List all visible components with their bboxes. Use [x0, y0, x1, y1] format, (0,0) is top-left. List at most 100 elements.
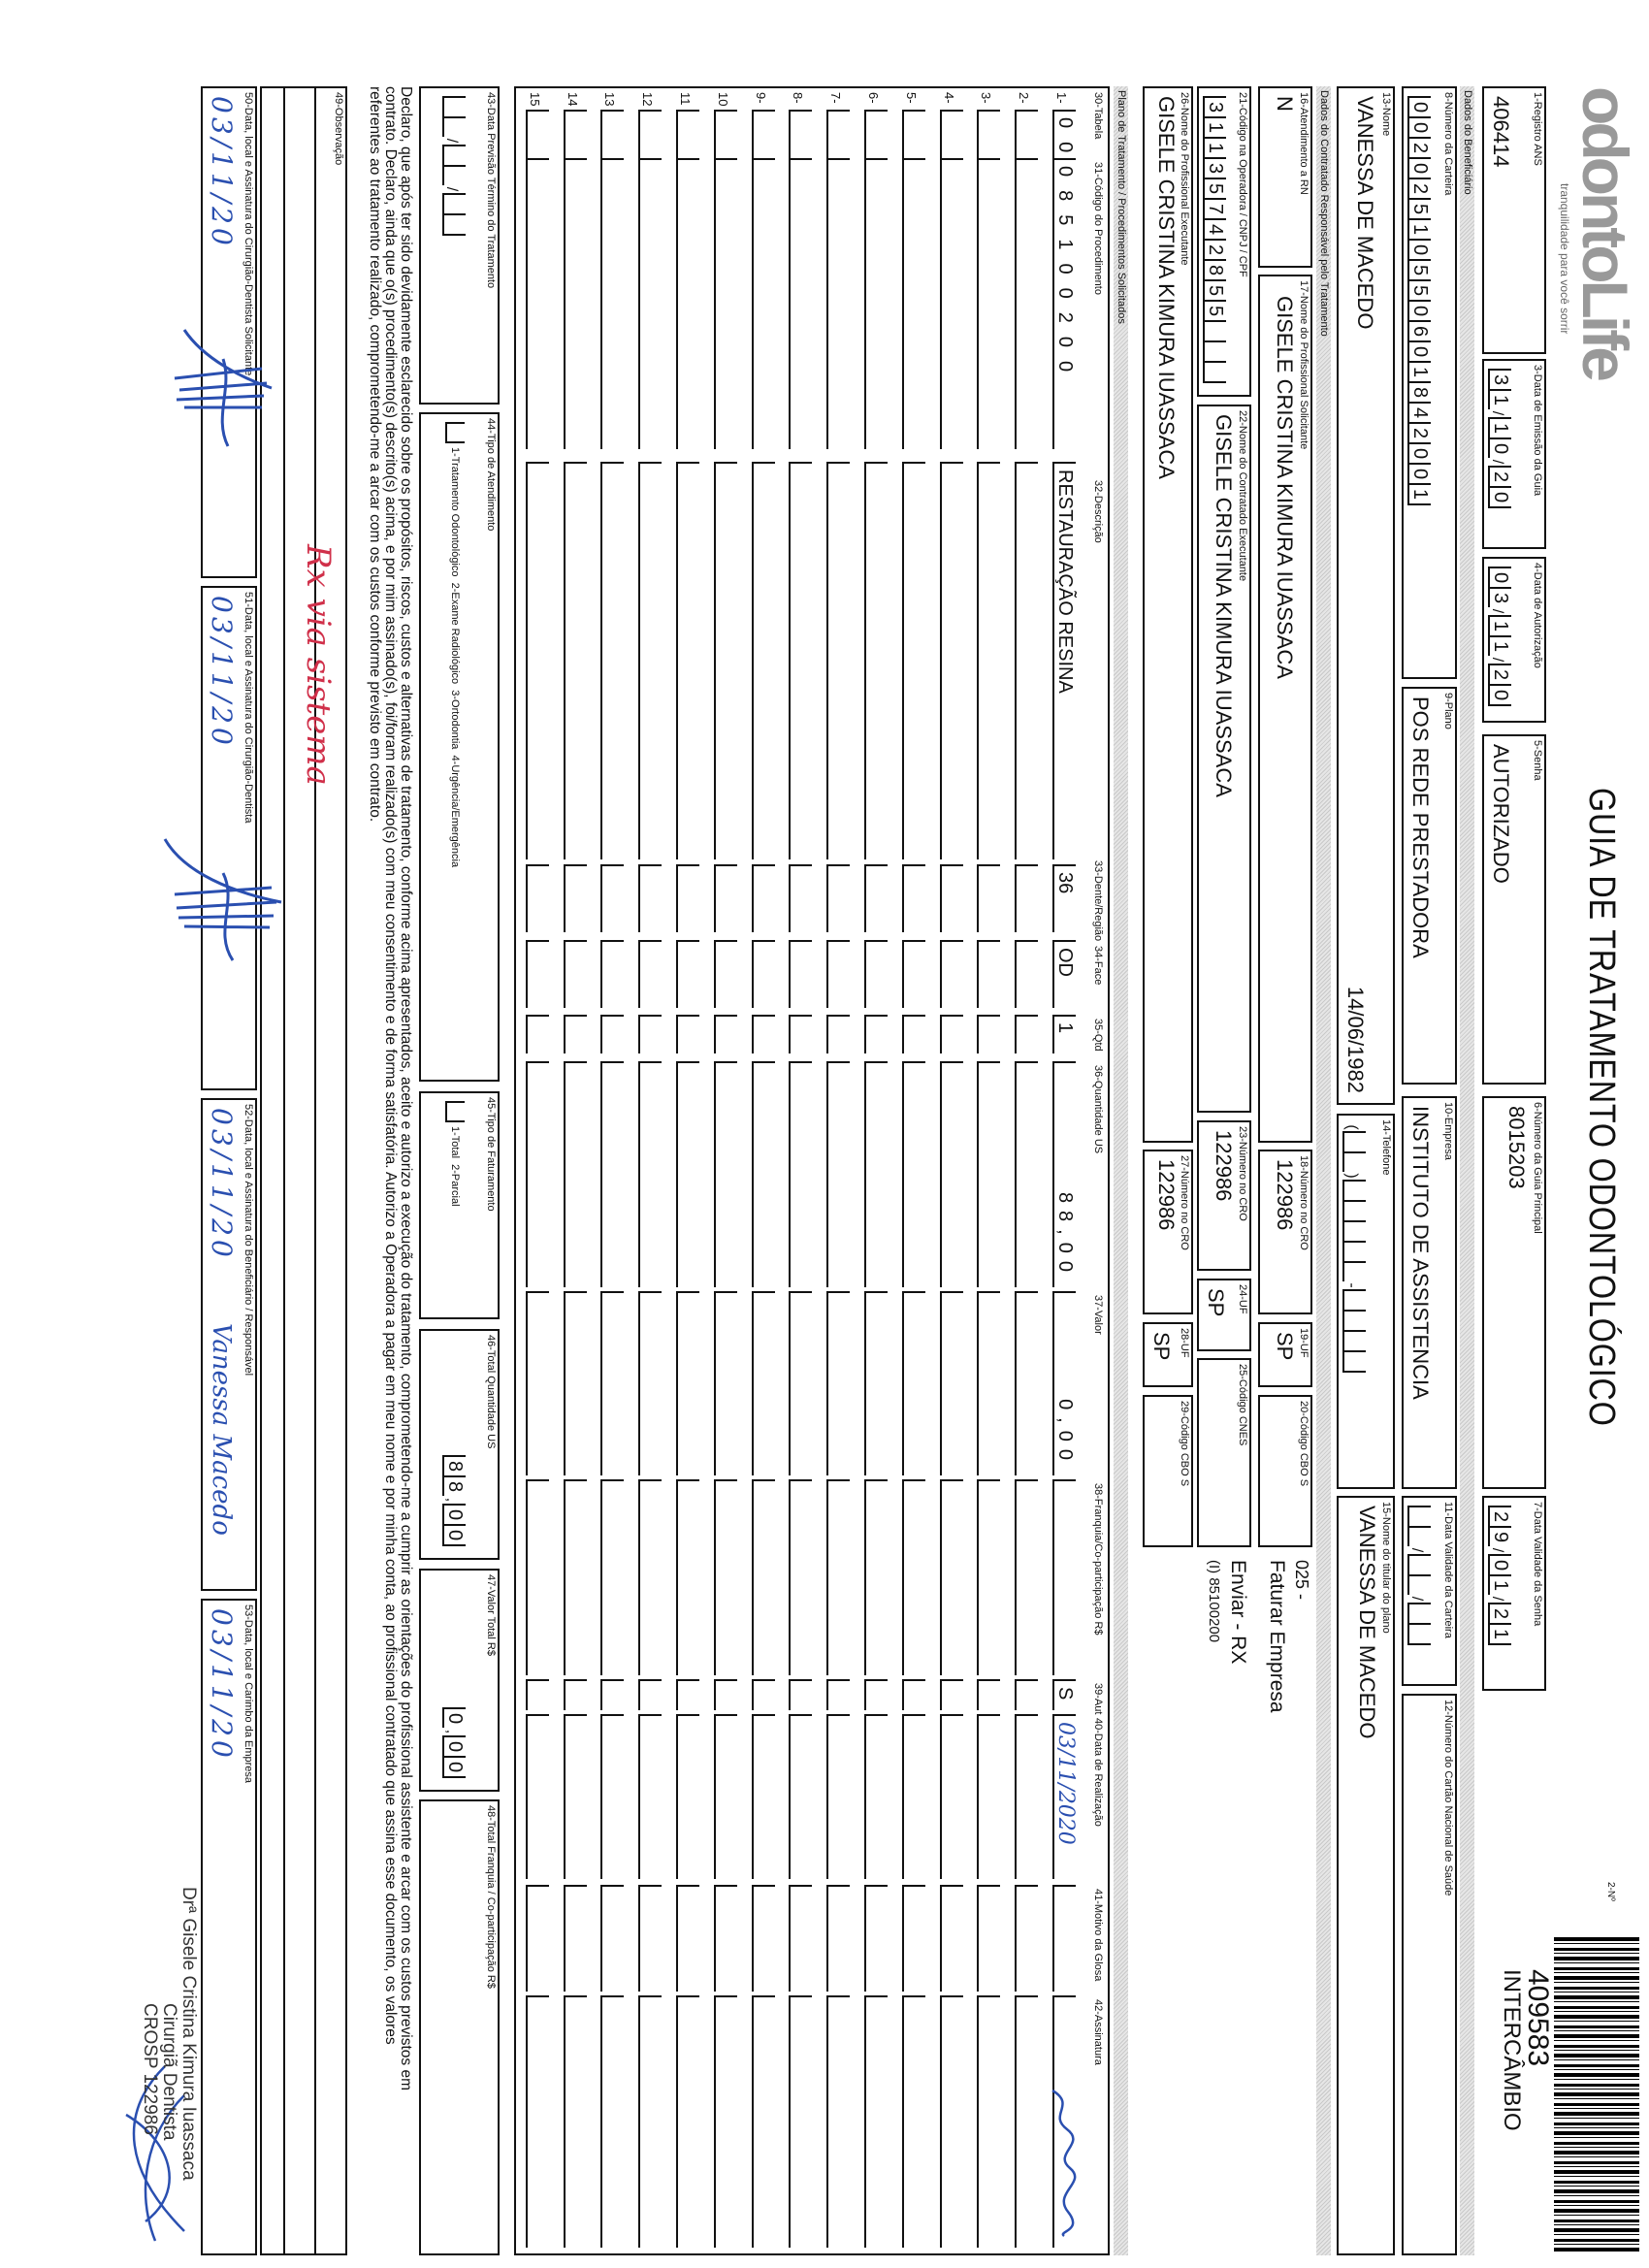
cell-motivo[interactable]: [1052, 1885, 1076, 1992]
cell-us[interactable]: [600, 1061, 625, 1287]
cell-tabela[interactable]: 00: [1052, 110, 1076, 166]
cell-codigo[interactable]: [600, 158, 625, 449]
field-tipo-faturamento[interactable]: 45-Tipo de Faturamento 1-Total 2-Parcial: [419, 1091, 500, 1319]
cell-franquia[interactable]: [676, 1479, 699, 1675]
cell-data[interactable]: [1015, 1714, 1039, 1879]
cell-face[interactable]: [751, 940, 775, 1008]
cell-assinatura[interactable]: [713, 1995, 737, 2248]
cell-dente[interactable]: [676, 864, 699, 932]
field-nome-titular[interactable]: 15-Nome do titular do plano VANESSA DE M…: [1337, 1496, 1395, 2255]
field-uf-solicitante[interactable]: 19-UF SP: [1258, 1322, 1312, 1387]
cell-qtd[interactable]: [977, 1015, 1001, 1053]
cell-face[interactable]: [638, 940, 663, 1008]
cell-data[interactable]: [563, 1714, 587, 1879]
cell-data[interactable]: [864, 1714, 888, 1879]
cell-motivo[interactable]: [789, 1885, 813, 1992]
cell-tabela[interactable]: [826, 110, 851, 158]
cell-valor[interactable]: [525, 1291, 549, 1475]
field-validade-carteira[interactable]: 11-Data Validade da Carteira / /: [1402, 1496, 1457, 1686]
cell-us[interactable]: [676, 1061, 699, 1287]
cell-tabela[interactable]: [1015, 110, 1039, 158]
cell-data[interactable]: [901, 1714, 925, 1879]
field-assinatura-beneficiario[interactable]: 52-Data, local e Assinatura do Beneficiá…: [201, 1098, 257, 1591]
cell-codigo[interactable]: [826, 158, 851, 449]
cell-data[interactable]: [525, 1714, 549, 1879]
cell-motivo[interactable]: [751, 1885, 775, 1992]
field-cartao-nacional[interactable]: 12-Número do Cartão Nacional de Saúde: [1402, 1694, 1457, 2255]
cell-data[interactable]: [638, 1714, 663, 1879]
cell-aut[interactable]: [600, 1679, 625, 1710]
cell-aut[interactable]: S: [1052, 1679, 1076, 1710]
cell-dente[interactable]: [600, 864, 625, 932]
field-uf-executante[interactable]: 28-UF SP: [1143, 1322, 1193, 1387]
cell-face[interactable]: [600, 940, 625, 1008]
cell-us[interactable]: [826, 1061, 851, 1287]
field-contratado-executante[interactable]: 22-Nome do Contratado Executante GISELE …: [1197, 405, 1251, 1113]
cell-data[interactable]: 03/11/2020: [1052, 1714, 1078, 1879]
cell-codigo[interactable]: [1015, 158, 1039, 449]
cell-valor[interactable]: [713, 1291, 737, 1475]
field-cbo-solicitante[interactable]: 20-Código CBO S: [1258, 1395, 1312, 1547]
cell-franquia[interactable]: [638, 1479, 663, 1675]
cell-aut[interactable]: [638, 1679, 663, 1710]
cell-motivo[interactable]: [901, 1885, 925, 1992]
cell-valor[interactable]: [751, 1291, 775, 1475]
cell-data[interactable]: [939, 1714, 963, 1879]
cell-descricao[interactable]: [751, 462, 775, 859]
cell-data[interactable]: [600, 1714, 625, 1879]
cell-franquia[interactable]: [751, 1479, 775, 1675]
cell-franquia[interactable]: [901, 1479, 925, 1675]
cell-franquia[interactable]: [826, 1479, 851, 1675]
field-empresa[interactable]: 10-Empresa INSTITUTO DE ASSISTENCIA: [1402, 1096, 1457, 1489]
cell-valor[interactable]: [939, 1291, 963, 1475]
field-previsao-termino[interactable]: 43-Data Previsão Término do Tratamento /…: [419, 86, 500, 405]
cell-franquia[interactable]: [1052, 1479, 1076, 1675]
cell-face[interactable]: [1015, 940, 1039, 1008]
cell-us[interactable]: [1015, 1061, 1039, 1287]
cell-tabela[interactable]: [939, 110, 963, 158]
cell-face[interactable]: [563, 940, 587, 1008]
cell-codigo[interactable]: [563, 158, 587, 449]
cell-data[interactable]: [977, 1714, 1001, 1879]
cell-aut[interactable]: [676, 1679, 699, 1710]
cell-face[interactable]: [901, 940, 925, 1008]
cell-aut[interactable]: [751, 1679, 775, 1710]
cell-assinatura[interactable]: [563, 1995, 587, 2248]
cell-qtd[interactable]: [826, 1015, 851, 1053]
cell-valor[interactable]: [600, 1291, 625, 1475]
cell-franquia[interactable]: [563, 1479, 587, 1675]
cell-data[interactable]: [713, 1714, 737, 1879]
cell-descricao[interactable]: [939, 462, 963, 859]
cell-valor[interactable]: [977, 1291, 1001, 1475]
cell-us[interactable]: [939, 1061, 963, 1287]
cell-aut[interactable]: [1015, 1679, 1039, 1710]
cell-valor[interactable]: [826, 1291, 851, 1475]
cell-face[interactable]: [525, 940, 549, 1008]
cell-dente[interactable]: [864, 864, 888, 932]
cell-qtd[interactable]: [676, 1015, 699, 1053]
cell-codigo[interactable]: [901, 158, 925, 449]
cell-us[interactable]: [864, 1061, 888, 1287]
cell-aut[interactable]: [789, 1679, 813, 1710]
cell-motivo[interactable]: [939, 1885, 963, 1992]
cell-assinatura[interactable]: [525, 1995, 549, 2248]
cell-us[interactable]: [789, 1061, 813, 1287]
cell-tabela[interactable]: [901, 110, 925, 158]
cell-data[interactable]: [826, 1714, 851, 1879]
cell-franquia[interactable]: [713, 1479, 737, 1675]
cell-descricao[interactable]: [676, 462, 699, 859]
cell-assinatura[interactable]: [939, 1995, 963, 2248]
cell-assinatura[interactable]: [600, 1995, 625, 2248]
cell-descricao[interactable]: [600, 462, 625, 859]
cell-qtd[interactable]: [864, 1015, 888, 1053]
cell-franquia[interactable]: [1015, 1479, 1039, 1675]
cell-dente[interactable]: [713, 864, 737, 932]
cell-us[interactable]: [977, 1061, 1001, 1287]
cell-aut[interactable]: [939, 1679, 963, 1710]
cell-dente[interactable]: [751, 864, 775, 932]
field-total-franquia[interactable]: 48-Total Franquia / Co-participação R$: [419, 1799, 500, 2255]
cell-data[interactable]: [751, 1714, 775, 1879]
field-profissional-solicitante[interactable]: 17-Nome do Profissional Solicitante GISE…: [1258, 275, 1312, 1143]
